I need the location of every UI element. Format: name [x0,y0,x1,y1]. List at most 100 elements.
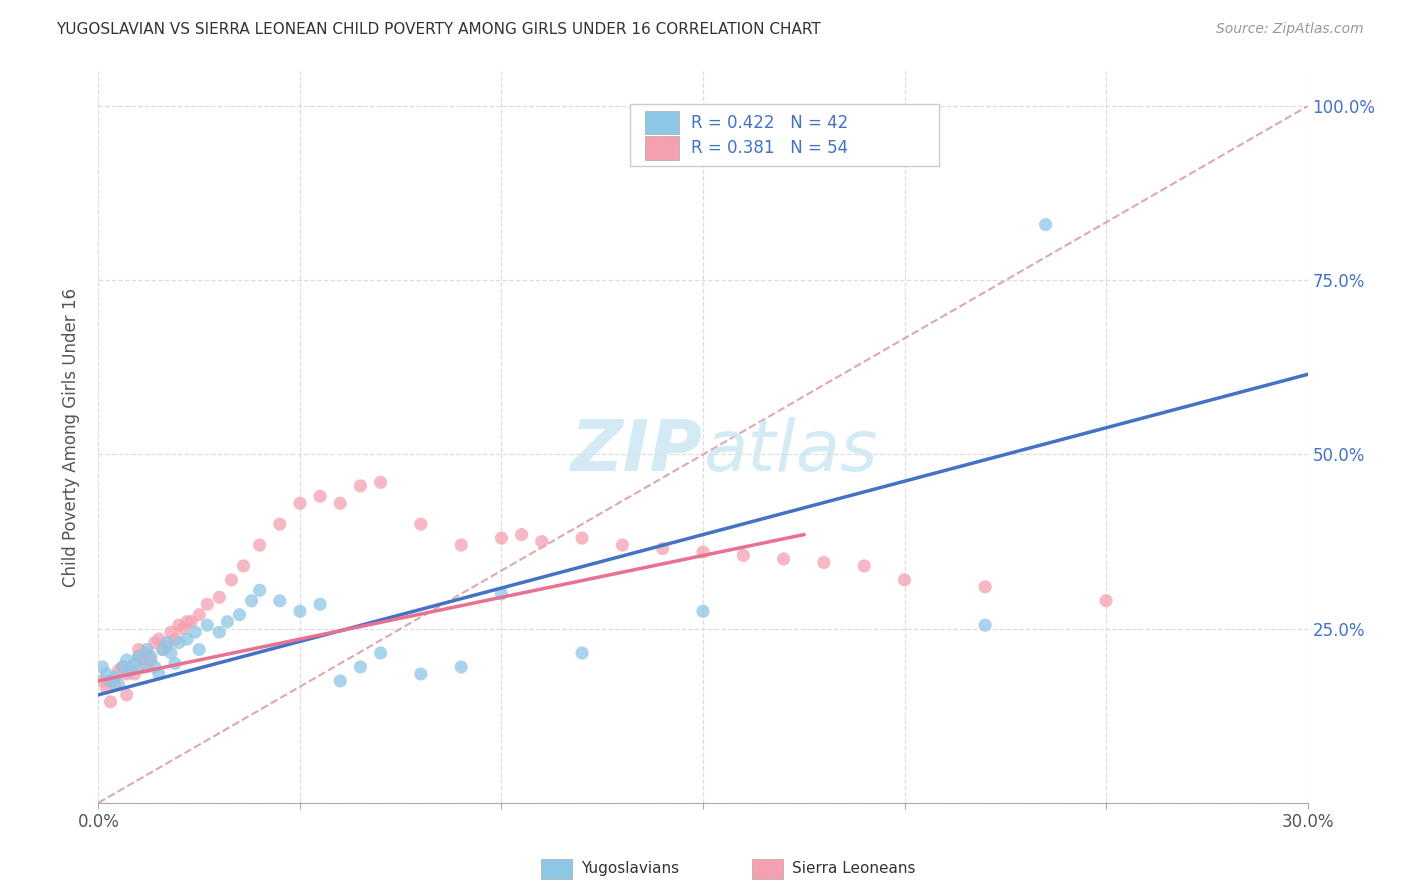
Point [221,573,243,587]
Point [156,639,179,653]
Point [370,646,392,660]
Point [115,688,138,702]
Point [172,622,194,636]
Point [135,646,157,660]
Text: R = 0.381   N = 54: R = 0.381 N = 54 [690,139,848,157]
Y-axis label: Child Poverty Among Girls Under 16: Child Poverty Among Girls Under 16 [62,287,80,587]
Point [180,615,202,629]
Point [120,660,142,674]
Point [143,660,166,674]
Point [974,580,997,594]
Point [349,479,371,493]
Point [772,552,794,566]
Point [167,635,190,649]
Point [612,538,634,552]
Point [160,646,183,660]
Point [409,667,432,681]
Bar [645,111,679,135]
Point [91,673,114,688]
Point [309,597,332,611]
Point [143,635,166,649]
Point [103,670,125,684]
Point [195,597,218,611]
Point [409,517,432,532]
Point [269,517,291,532]
Point [107,664,129,678]
Point [115,667,138,681]
Point [152,642,174,657]
Point [692,545,714,559]
Text: ZIP: ZIP [571,417,703,486]
Point [249,538,271,552]
Point [208,625,231,640]
Text: atlas: atlas [703,417,877,486]
Point [288,496,311,510]
Point [128,642,150,657]
Point [103,677,125,691]
Point [176,615,198,629]
Point [188,642,211,657]
Point [288,604,311,618]
Point [530,534,553,549]
Point [163,632,186,646]
Point [132,653,155,667]
Text: YUGOSLAVIAN VS SIERRA LEONEAN CHILD POVERTY AMONG GIRLS UNDER 16 CORRELATION CHA: YUGOSLAVIAN VS SIERRA LEONEAN CHILD POVE… [56,22,821,37]
Point [510,527,533,541]
Point [228,607,250,622]
Point [124,667,146,681]
Point [120,664,142,678]
Point [111,660,134,674]
Point [349,660,371,674]
Text: Source: ZipAtlas.com: Source: ZipAtlas.com [1216,22,1364,37]
Point [156,635,179,649]
Point [692,604,714,618]
Point [148,632,170,646]
Point [128,649,150,664]
Point [111,660,134,674]
Point [853,558,876,573]
Point [450,538,472,552]
Point [176,632,198,646]
Point [571,531,593,545]
Point [208,591,231,605]
Point [249,583,271,598]
Point [269,594,291,608]
Point [195,618,218,632]
Point [100,673,122,688]
Point [1095,594,1118,608]
Point [329,673,352,688]
Point [571,646,593,660]
Point [491,587,513,601]
Point [240,594,263,608]
Point [329,496,352,510]
Point [184,625,207,640]
Point [135,642,157,657]
Point [309,489,332,503]
Point [96,681,118,695]
Point [167,618,190,632]
Point [491,531,513,545]
Text: Sierra Leoneans: Sierra Leoneans [792,862,915,876]
Point [163,657,186,671]
Point [160,625,183,640]
Text: Yugoslavians: Yugoslavians [581,862,679,876]
Point [733,549,755,563]
Point [124,657,146,671]
Bar [645,136,679,160]
Point [115,653,138,667]
Point [152,642,174,657]
Point [370,475,392,490]
Point [96,667,118,681]
Point [232,558,254,573]
Point [1035,218,1057,232]
Point [651,541,673,556]
Point [893,573,915,587]
Point [188,607,211,622]
Point [132,660,155,674]
Point [135,660,157,674]
Point [100,695,122,709]
Point [91,660,114,674]
Point [139,653,162,667]
FancyBboxPatch shape [630,104,939,167]
Point [107,677,129,691]
